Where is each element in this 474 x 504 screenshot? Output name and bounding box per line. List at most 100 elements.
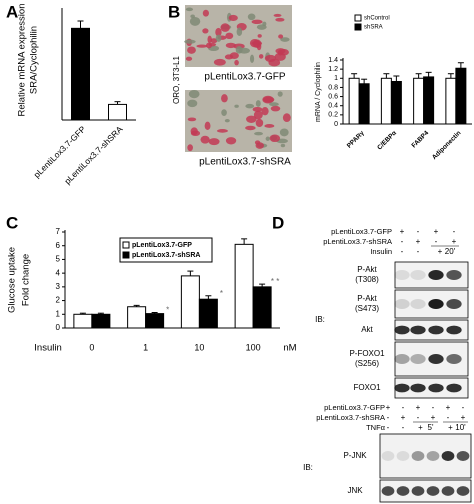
bar [348,77,360,125]
condition-sign: + [448,423,453,432]
ib-label: IB: [303,463,313,472]
lipid-droplet [216,129,228,133]
lipid-droplet [269,134,281,143]
blot-band [428,354,444,364]
condition-sign: + [431,413,436,422]
lipid-droplet [184,39,196,44]
condition-sign: + [416,403,421,412]
y-tick-label: 0.2 [328,112,338,119]
condition-time: 20' [445,247,456,256]
bar [390,80,402,125]
blot-band [428,270,444,280]
lipid-droplet [224,54,234,60]
condition-sign: + [438,247,443,256]
legend-swatch [354,23,362,31]
band-label: P-Akt [357,265,377,274]
error-bar [457,62,464,69]
band-label: JNK [347,486,363,495]
lipid-droplet [255,100,261,107]
y-tick-label: 1.2 [328,66,338,73]
condition-sign: - [432,403,435,412]
lipid-droplet [247,13,256,21]
condition-sign: - [462,403,465,412]
condition-label: Insulin [370,247,392,256]
blot-band [426,451,440,461]
panel-label: D [272,213,284,232]
lipid-droplet [215,27,222,37]
blot-band [410,383,426,393]
lipid-droplet [275,17,285,22]
lipid-droplet [265,136,270,141]
blot-band [394,270,410,280]
lipid-droplet [220,23,230,32]
micrograph [185,89,292,152]
error-bar [383,73,390,79]
blot-panel [394,261,469,289]
blot-band [456,486,470,496]
y-tick-label: 1 [334,75,338,82]
y-axis-label: Relative mRNA expression [17,4,28,117]
lipid-droplet [228,14,238,22]
blot-band [381,451,395,461]
condition-sign: - [402,423,405,432]
micrograph-caption: pLentiLox3.7-shSRA [199,157,291,168]
legend-label: shSRA [364,25,383,31]
condition-label: TNFα [366,423,386,432]
lipid-droplet [213,58,226,66]
y-tick-label: 0.6 [328,93,338,100]
lipid-droplet [254,131,263,136]
condition-time: 5' [428,423,434,432]
lipid-droplet [236,27,243,36]
y-tick-label: 7 [56,227,61,236]
lipid-droplet [188,89,200,99]
bar [108,103,127,121]
significance-label: * * [271,277,279,286]
x-tick-label: FABP4 [410,129,430,149]
condition-sign: - [387,413,390,422]
lipid-droplet [251,19,263,25]
y-tick-label: 0 [334,121,338,128]
error-bar [361,78,368,84]
condition-sign: - [387,423,390,432]
blot-band [396,486,410,496]
y-axis-label: Fold change [21,254,32,306]
blot-band [394,325,410,335]
bar [358,83,370,125]
micrograph [184,5,292,67]
condition-label: pLentiLox3.7-GFP [331,227,392,236]
panel-label: A [6,2,18,21]
lipid-droplet [253,110,263,120]
band-label: P-FOXO1 [349,349,385,358]
blot-band [396,451,410,461]
blot-frame [379,433,472,479]
bar [145,313,165,329]
lipid-droplet [187,144,193,152]
lipid-droplet [262,96,275,103]
lipid-droplet [225,32,234,40]
band-label: P-Akt [357,294,377,303]
error-bar [133,304,140,307]
bar [198,298,218,329]
significance-label: * [166,306,169,315]
lipid-droplet [279,128,289,137]
blot-band [426,486,440,496]
legend-label: pLentiLox3.7-shSRA [132,252,200,259]
lipid-droplet [245,103,255,109]
bar [73,313,93,329]
blot-band [394,354,410,364]
blot-band [446,270,462,280]
blot-band [411,486,425,496]
condition-sign: - [417,413,420,422]
x-axis-label: Insulin [34,343,61,354]
x-tick-label: 100 [246,342,261,352]
lipid-droplet [280,37,290,42]
error-bar [425,71,432,77]
lipid-droplet [234,59,239,66]
condition-sign: + [400,227,405,236]
lipid-droplet [185,56,193,61]
x-axis-unit: nM [283,343,296,354]
band-label: FOXO1 [353,383,381,392]
lipid-droplet [187,46,196,54]
error-bar [151,312,158,314]
